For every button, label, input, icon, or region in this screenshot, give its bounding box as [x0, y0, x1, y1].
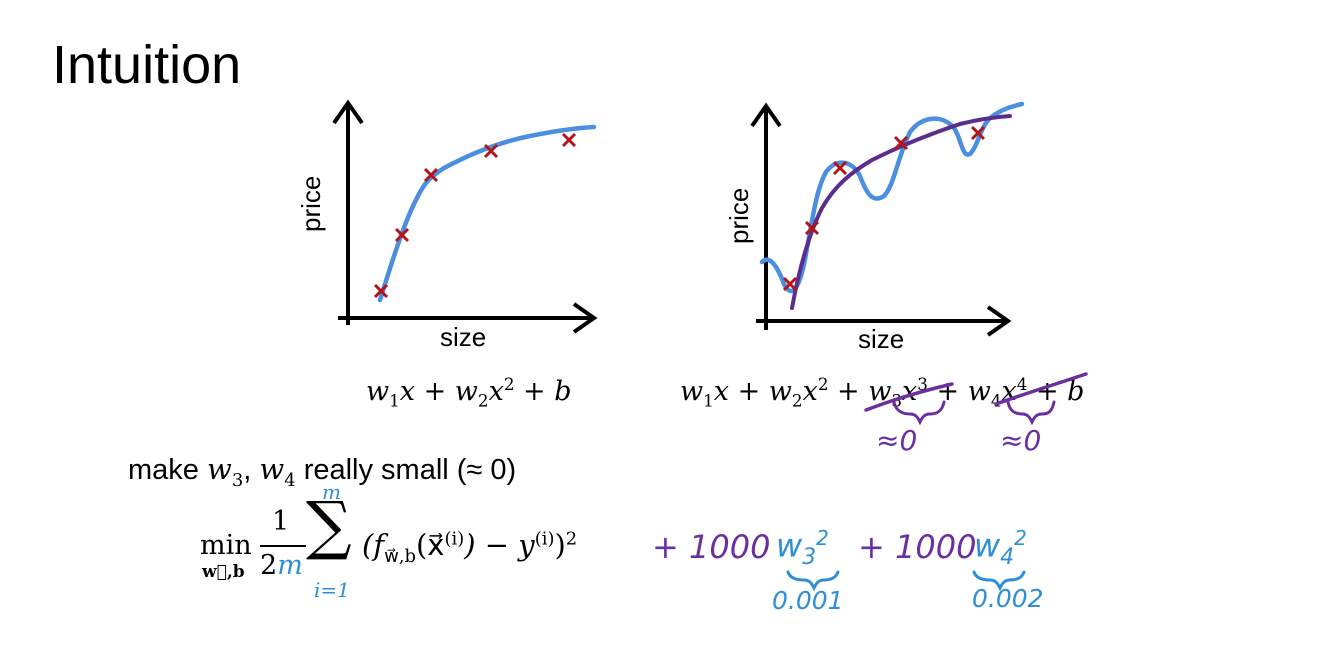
left-data-point-2 — [394, 227, 410, 243]
right-data-point-5 — [970, 125, 986, 141]
penalty-w4: w42 — [974, 526, 1027, 571]
left-data-point-5 — [561, 132, 577, 148]
brace-w3-value — [786, 570, 840, 592]
min-subscript: w⃗,b — [202, 562, 245, 582]
w3-value: 0.001 — [772, 586, 844, 615]
sum-upper-limit: m — [322, 480, 341, 504]
w4-value: 0.002 — [972, 584, 1044, 613]
left-data-point-4 — [483, 143, 499, 159]
fraction-denominator: 2m — [260, 550, 303, 581]
min-operator: min — [200, 530, 252, 561]
regularization-statement: make w3, w4 really small (≈ 0) — [128, 452, 517, 491]
brace-w4-value — [972, 570, 1026, 592]
left-x-axis — [338, 302, 598, 334]
right-data-point-1 — [782, 276, 798, 292]
right-x-axis — [756, 305, 1012, 337]
brace-w4 — [1006, 400, 1056, 426]
right-x-label: size — [858, 324, 905, 354]
approx-zero-w3: ≈0 — [876, 424, 918, 457]
penalty-w3: w32 — [776, 526, 829, 571]
left-data-point-1 — [373, 283, 389, 299]
right-data-point-4 — [893, 135, 909, 151]
right-y-axis — [750, 102, 782, 330]
strike-w3-term — [864, 382, 954, 412]
right-data-point-2 — [804, 220, 820, 236]
fraction-bar — [260, 545, 306, 547]
sum-symbol: ∑ — [306, 489, 352, 563]
strike-w4-term — [994, 372, 1088, 406]
approx-zero-w4: ≈0 — [1000, 424, 1042, 457]
squared-error-term: (fw⃗,b(x⃗(i)) − y(i))2 — [362, 528, 578, 567]
right-regularized-curve — [790, 114, 1012, 310]
sum-lower-limit: i=1 — [314, 578, 350, 602]
brace-w3 — [892, 400, 946, 426]
left-data-point-3 — [423, 167, 439, 183]
penalty-term-1: + 1000 — [652, 528, 771, 566]
penalty-term-2: + 1000 — [858, 528, 977, 566]
left-expression: w1x + w2x2 + b — [366, 374, 572, 411]
slide-title: Intuition — [52, 35, 242, 95]
right-expression: w1x + w2x2 + w3x3 + w4x4 + b — [680, 374, 1085, 411]
left-fit-curve — [377, 124, 597, 303]
right-data-point-3 — [832, 160, 848, 176]
left-y-axis — [332, 99, 364, 325]
fraction-numerator: 1 — [272, 506, 290, 537]
left-x-label: size — [440, 322, 487, 352]
